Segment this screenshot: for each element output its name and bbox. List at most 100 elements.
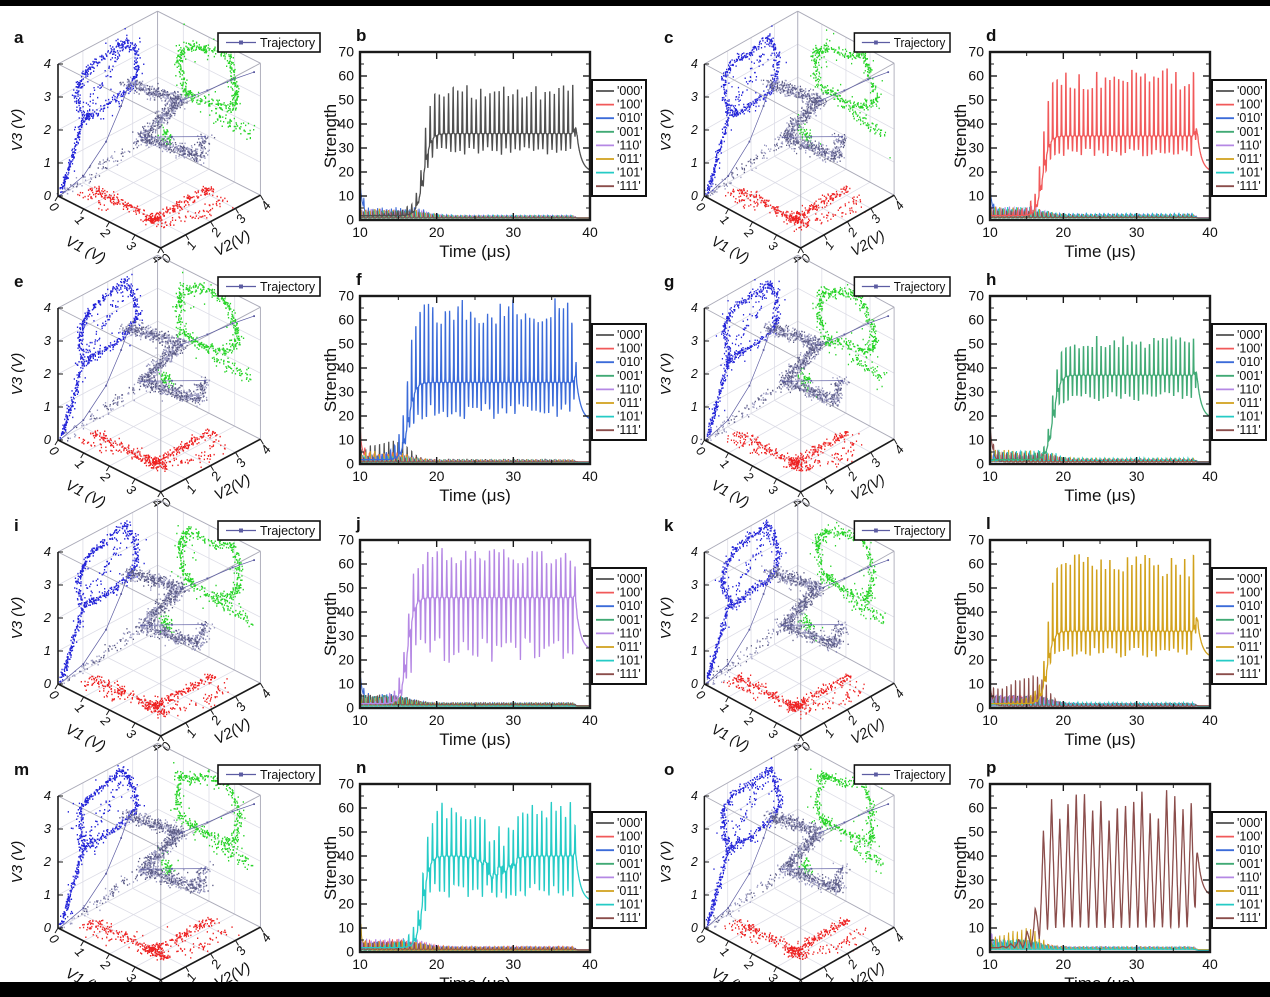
svg-text:'010': '010' [617, 843, 643, 857]
svg-text:60: 60 [968, 556, 984, 572]
svg-text:3: 3 [44, 89, 52, 104]
svg-text:'011': '011' [1237, 640, 1262, 654]
svg-text:3: 3 [44, 333, 52, 348]
svg-text:'000': '000' [617, 572, 643, 586]
svg-text:4: 4 [257, 686, 273, 701]
svg-text:60: 60 [968, 68, 984, 84]
svg-text:'110': '110' [617, 382, 642, 396]
svg-text:0: 0 [691, 433, 698, 447]
svg-text:4: 4 [257, 930, 273, 945]
svg-text:0: 0 [44, 188, 52, 203]
svg-text:40: 40 [1202, 468, 1218, 484]
svg-text:Trajectory: Trajectory [260, 280, 316, 294]
svg-text:'111': '111' [617, 179, 641, 193]
svg-text:'001': '001' [617, 369, 643, 383]
svg-text:70: 70 [338, 44, 354, 60]
panel-letter: h [986, 270, 997, 289]
svg-text:'000': '000' [617, 84, 643, 98]
svg-text:'101': '101' [617, 654, 643, 668]
svg-text:10: 10 [968, 188, 984, 204]
svg-text:2: 2 [741, 469, 756, 485]
svg-text:1: 1 [72, 944, 88, 960]
svg-text:2: 2 [207, 712, 224, 728]
svg-text:40: 40 [968, 116, 984, 132]
svg-text:30: 30 [1129, 712, 1145, 728]
svg-text:Trajectory: Trajectory [894, 524, 947, 538]
svg-text:1: 1 [717, 456, 731, 471]
svg-text:20: 20 [338, 896, 354, 912]
bottom-border-bar [0, 982, 1270, 997]
svg-text:2: 2 [741, 225, 756, 241]
svg-text:'010': '010' [1237, 599, 1263, 613]
svg-text:40: 40 [968, 604, 984, 620]
svg-text:V3 (V): V3 (V) [659, 597, 674, 639]
svg-text:'111': '111' [1237, 667, 1261, 681]
svg-text:0: 0 [976, 212, 984, 228]
panel-letter: j [356, 514, 361, 533]
svg-text:20: 20 [338, 408, 354, 424]
svg-text:'001': '001' [617, 613, 643, 627]
svg-text:50: 50 [338, 824, 354, 840]
svg-text:30: 30 [968, 872, 984, 888]
svg-text:2: 2 [690, 611, 698, 625]
svg-text:'100': '100' [1237, 342, 1263, 356]
panel-letter: g [664, 272, 675, 291]
svg-text:10: 10 [352, 956, 368, 972]
svg-text:3: 3 [44, 577, 52, 592]
svg-text:4: 4 [691, 789, 698, 803]
svg-text:V3 (V): V3 (V) [9, 109, 26, 152]
panel-letter: i [14, 516, 19, 535]
panel-h: h 0 10 20 30 40 50 60 70 10 20 30 40 Strength Time (μ… [950, 250, 1270, 505]
svg-text:3: 3 [233, 943, 250, 958]
svg-text:Strength: Strength [321, 348, 340, 412]
svg-text:'101': '101' [617, 410, 643, 424]
panel-letter: p [986, 758, 997, 777]
svg-text:30: 30 [338, 628, 354, 644]
svg-text:20: 20 [429, 224, 445, 240]
svg-text:'100': '100' [1237, 98, 1263, 112]
svg-text:30: 30 [506, 956, 522, 972]
svg-text:'010': '010' [1237, 843, 1263, 857]
svg-text:1: 1 [44, 399, 51, 414]
svg-text:Trajectory: Trajectory [894, 768, 947, 782]
svg-text:'001': '001' [1237, 369, 1263, 383]
svg-text:20: 20 [429, 956, 445, 972]
svg-text:2: 2 [845, 225, 861, 240]
panel-letter: e [14, 272, 24, 291]
panel-letter: m [14, 760, 30, 779]
svg-text:2: 2 [845, 713, 861, 728]
svg-text:Trajectory: Trajectory [894, 280, 947, 294]
svg-text:3: 3 [44, 821, 52, 836]
svg-text:3: 3 [233, 455, 250, 470]
svg-text:4: 4 [892, 687, 907, 701]
panel-letter: b [356, 26, 367, 45]
svg-text:10: 10 [352, 224, 368, 240]
panel-letter: k [664, 516, 674, 535]
svg-text:V3 (V): V3 (V) [659, 841, 674, 883]
svg-text:'110': '110' [1237, 626, 1262, 640]
svg-text:40: 40 [1202, 956, 1218, 972]
svg-text:10: 10 [982, 712, 998, 728]
panel-letter: l [986, 514, 991, 533]
svg-text:30: 30 [1129, 468, 1145, 484]
svg-text:10: 10 [338, 432, 354, 448]
svg-text:10: 10 [982, 224, 998, 240]
svg-text:'011': '011' [617, 884, 642, 898]
svg-text:50: 50 [968, 580, 984, 596]
svg-text:'110': '110' [1237, 138, 1262, 152]
svg-text:30: 30 [968, 628, 984, 644]
svg-text:Time (μs): Time (μs) [1064, 486, 1136, 505]
svg-text:20: 20 [1056, 224, 1072, 240]
svg-text:40: 40 [582, 224, 598, 240]
svg-text:Time (μs): Time (μs) [1064, 730, 1136, 749]
svg-text:'110': '110' [1237, 382, 1262, 396]
svg-text:2: 2 [207, 468, 224, 484]
svg-text:'000': '000' [1237, 328, 1263, 342]
